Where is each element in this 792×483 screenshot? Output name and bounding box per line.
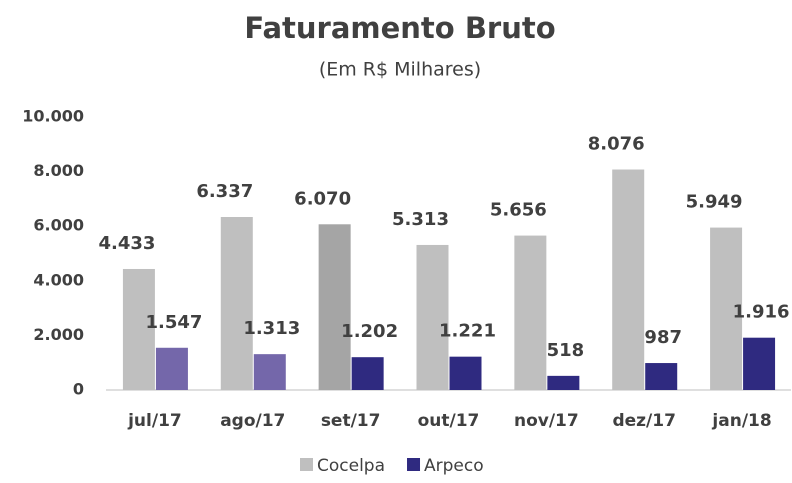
y-tick-label: 4.000 [33,270,84,289]
x-tick-label: jan/18 [711,411,771,431]
x-tick-label: dez/17 [612,411,675,431]
bar [710,227,743,390]
data-label: 987 [644,327,682,348]
data-label: 1.202 [341,321,398,342]
legend-swatch [300,458,313,471]
bar [449,356,482,390]
x-tick-label: jul/17 [127,411,182,431]
bar [318,224,351,390]
data-label: 6.337 [196,181,253,202]
bar [253,354,286,390]
x-tick-label: ago/17 [220,411,285,431]
y-tick-label: 0 [73,380,84,399]
y-tick-label: 8.000 [33,161,84,180]
data-label: 5.949 [686,192,743,213]
bar [220,216,253,390]
bar [351,357,384,390]
data-label: 1.313 [243,318,300,339]
x-tick-label: set/17 [321,411,381,431]
bar [514,235,547,390]
chart-title: Faturamento Bruto [244,11,555,45]
y-tick-label: 2.000 [33,325,84,344]
data-label: 1.221 [439,321,496,342]
data-label: 1.916 [733,302,790,323]
x-tick-label: out/17 [418,411,480,431]
legend-label: Cocelpa [317,456,385,476]
data-label: 1.547 [145,312,202,333]
y-tick-label: 10.000 [22,107,84,126]
data-label: 5.656 [490,200,547,221]
data-label: 6.070 [294,188,351,209]
chart-subtitle: (Em R$ Milhares) [319,59,481,81]
data-label: 518 [547,340,585,361]
data-label: 4.433 [98,233,155,254]
bar [547,375,580,390]
data-label: 5.313 [392,209,449,230]
y-tick-label: 6.000 [33,216,84,235]
bar [122,268,155,390]
bar [743,337,776,390]
bar [612,169,645,390]
data-label: 8.076 [588,134,645,155]
x-tick-label: nov/17 [514,411,579,431]
bar [155,347,188,390]
legend-swatch [407,458,421,471]
legend-label: Arpeco [424,456,484,476]
bar [645,363,678,390]
bar [416,244,449,390]
